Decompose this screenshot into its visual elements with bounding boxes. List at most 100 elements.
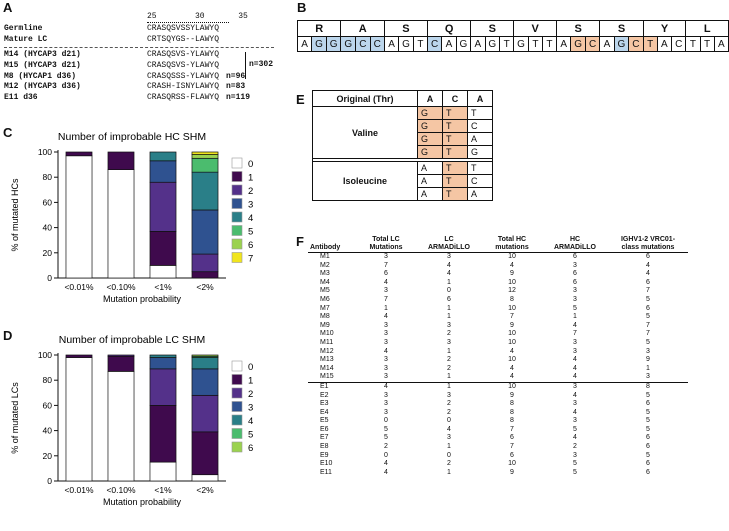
bar-segment [191,474,219,482]
value-cell: 5 [646,313,650,321]
value-cell: 3 [384,287,388,295]
value-cell: 1 [447,373,451,381]
value-cell: 4 [646,270,650,278]
y-tick-label: 80 [43,375,53,385]
value-cell: 2 [447,364,451,372]
table-row: E5 0 0 8 3 5 [308,417,688,426]
table-row: M5 3 0 12 3 7 [308,287,688,296]
value-cell: 1 [384,304,388,312]
bar-segment [65,151,93,157]
table-row: E6 5 4 7 5 5 [308,426,688,435]
legend-label: 2 [248,389,253,400]
chart-title: Number of improbable HC SHM [58,131,206,143]
x-axis-label: Mutation probability [103,294,182,304]
substitution-header: Original (Thr) A C A [312,90,493,107]
value-cell: 1 [447,347,451,355]
value-cell: 10 [508,460,516,468]
column-header: LC ARMADiLLO [416,236,482,253]
value-cell: 4 [447,425,451,433]
nucleotide-cell: G [340,36,357,52]
sequence-row-name: M15 (HYCAP3 d21) [4,60,81,70]
lc-shm-chart: Number of improbable LC SHM % of mutated … [10,334,253,507]
value-cell: 7 [573,330,577,338]
bar-segment [149,160,177,183]
value-cell: 4 [384,313,388,321]
value-cell: 4 [510,364,514,372]
bar-segment [191,368,219,396]
legend-label: 5 [248,430,253,441]
value-cell: 10 [482,381,542,392]
value-cell: 3 [646,347,650,355]
antibody-cell: E8 [320,443,329,451]
table-row: E1 4 1 10 3 8 [308,381,688,392]
sequence-row-seq: CRASQSVS-YLAWYQ [147,60,220,70]
value-cell: 7 [646,287,650,295]
column-header: Antibody [308,236,356,253]
value-cell: 10 [508,278,516,286]
legend-swatch [231,198,243,209]
substitution-table: Original (Thr) A C A Valine G T T G T C G T A G T G I… [312,90,493,201]
nucleotide-cell: G [613,36,630,52]
value-cell: 1 [447,443,451,451]
value-cell: 3 [384,391,388,399]
y-tick-label: 60 [43,400,53,410]
amino-acid-cell: Q [426,20,472,37]
y-tick-label: 20 [43,248,53,258]
codon-nucleotide: C [467,174,493,188]
amino-acid-name: Isoleucine [312,161,418,201]
value-cell: 6 [646,278,650,286]
hc-shm-chart: Number of improbable HC SHM % of mutated … [10,131,253,304]
value-cell: 3 [384,330,388,338]
original-n3: A [467,90,493,107]
codon-nucleotide: T [442,145,468,159]
legend-label: 3 [248,200,253,211]
codon-nucleotide: G [467,145,493,159]
value-cell: 3 [384,253,388,260]
codon-nucleotide: T [467,106,493,120]
nucleotide-cell: A [713,36,729,52]
mature-seq: CRTSQYGS--LAWYQ [147,35,220,44]
value-cell: 6 [646,434,650,442]
amino-acid-cell: S [383,20,428,37]
antibody-cell: M6 [320,295,330,303]
value-cell: 3 [573,287,577,295]
y-tick-label: 100 [38,147,52,157]
nucleotide-cell: A [556,36,572,52]
bar-segment [191,171,219,211]
panel-label-f: F [296,234,304,249]
antibody-cell: M2 [320,261,330,269]
sequence-row-count: n=83 [226,82,246,92]
antibody-cell: E5 [320,417,329,425]
value-cell: 3 [646,373,650,381]
table-row: E8 2 1 7 2 6 [308,443,688,452]
codon-nucleotide: C [467,119,493,133]
value-cell: 5 [384,434,388,442]
bar-segment [149,354,177,358]
codon-nucleotide: T [442,174,468,188]
original-n1: A [417,90,443,107]
antibody-cell: E7 [320,434,329,442]
value-cell: 4 [384,460,388,468]
value-cell: 8 [510,295,514,303]
amino-acid-cell: V [513,20,558,37]
antibody-cell: E3 [320,400,329,408]
germline-seq: CRASQSVSSYLAWYQ [147,24,220,33]
value-cell: 6 [447,295,451,303]
legend-swatch [231,211,243,223]
value-cell: 3 [573,400,577,408]
x-tick-label: <1% [154,282,172,292]
y-tick-label: 0 [47,273,52,283]
bar-segment [107,371,135,482]
legend-label: 7 [248,254,253,265]
sequence-row-count: n=96 [226,71,246,81]
x-tick-label: <0.10% [106,282,136,292]
value-cell: 4 [573,391,577,399]
bar-segment [65,155,93,279]
codon-nucleotide: T [467,161,493,175]
mature-name: Mature LC [4,35,48,44]
value-cell: 5 [646,408,650,416]
value-cell: 5 [646,391,650,399]
mutation-table-body: M1 3 3 10 6 6 M2 7 4 4 3 4 M3 6 4 9 6 4 M4 4 1 10 6 6 M5 3 0 12 3 7 M6… [308,253,688,478]
